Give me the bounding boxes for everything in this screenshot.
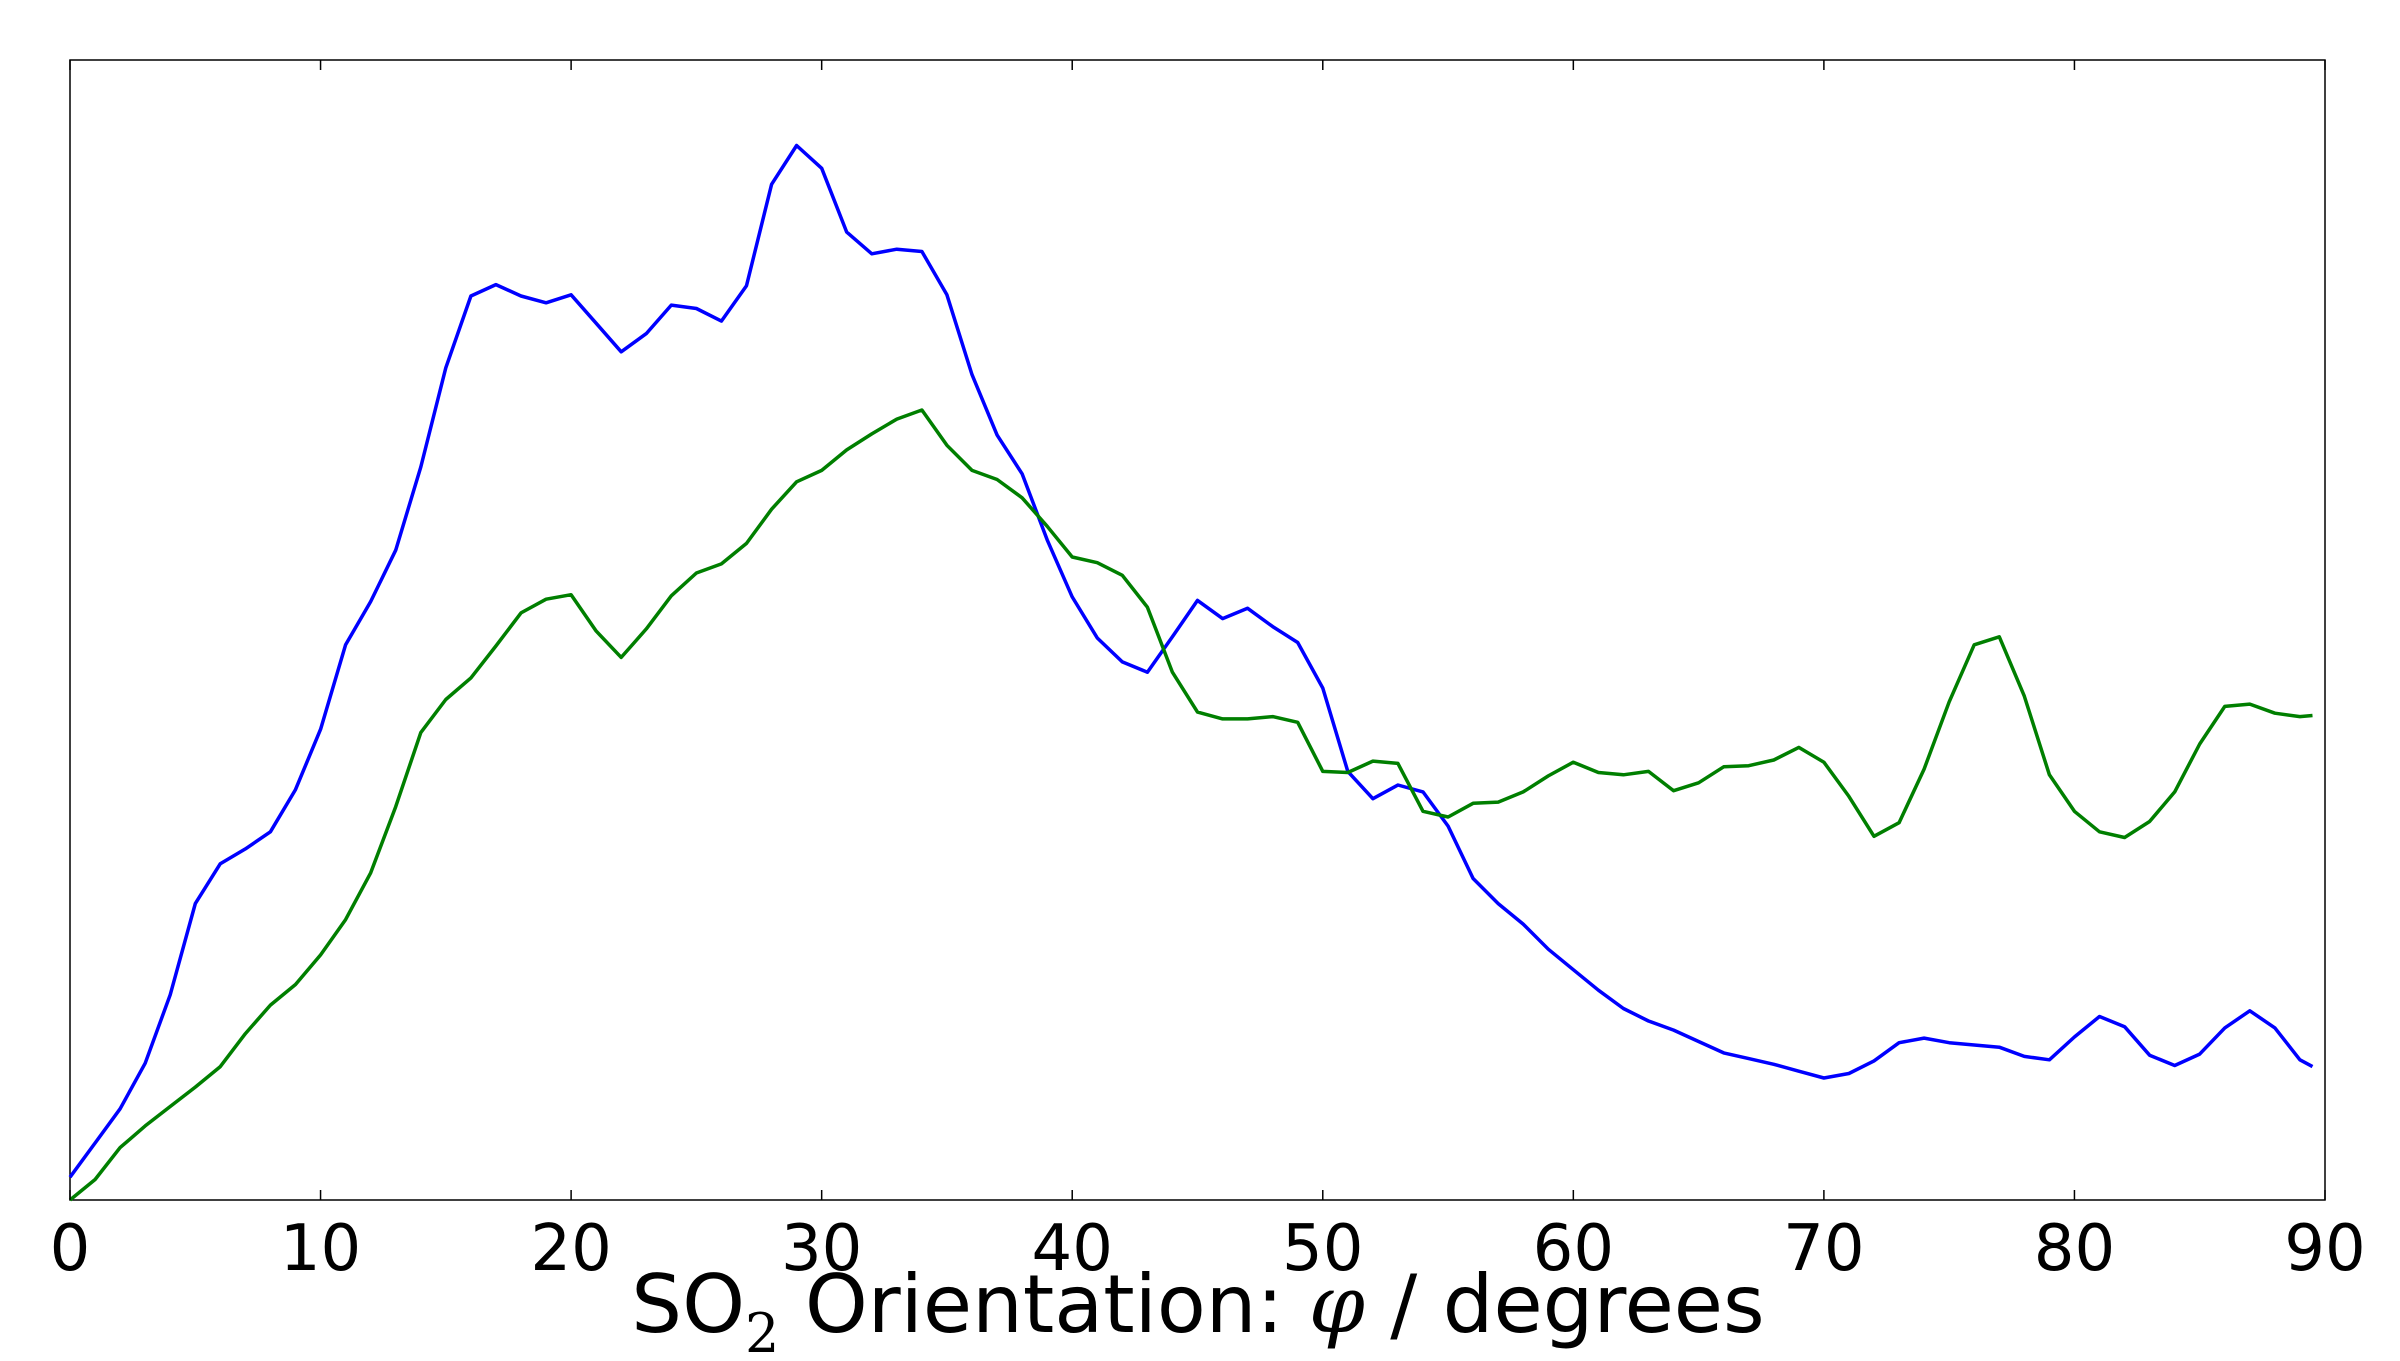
x-axis-label: SO2 Orientation: φ / degrees	[631, 1258, 1764, 1361]
x-tick-labels: 0 10 20 30 40 50 60 70 80 90	[50, 1212, 2366, 1286]
plot-area	[69, 59, 2326, 1201]
x-tick-label-60: 60	[1533, 1212, 1614, 1286]
x-tick-label-30: 30	[781, 1212, 862, 1286]
x-tick-label-40: 40	[1032, 1212, 1113, 1286]
x-tick-marks	[69, 60, 2326, 1200]
x-axis-label-middle: Orientation:	[779, 1258, 1308, 1351]
x-tick-label-0: 0	[50, 1212, 91, 1286]
x-axis-label-subscript: 2	[745, 1302, 779, 1361]
x-tick-label-90: 90	[2284, 1212, 2365, 1286]
x-tick-label-50: 50	[1282, 1212, 1363, 1286]
series-line-2	[68, 408, 2313, 1202]
x-tick-label-20: 20	[530, 1212, 611, 1286]
x-tick-label-10: 10	[280, 1212, 361, 1286]
x-tick-label-80: 80	[2034, 1212, 2115, 1286]
series-line-1	[68, 143, 2314, 1179]
x-axis-label-symbol: φ	[1309, 1258, 1365, 1351]
series-layer	[68, 143, 2314, 1202]
x-axis-label-suffix: / degrees	[1365, 1258, 1765, 1351]
x-axis-label-prefix: SO	[631, 1258, 745, 1351]
x-tick-label-70: 70	[1783, 1212, 1864, 1286]
